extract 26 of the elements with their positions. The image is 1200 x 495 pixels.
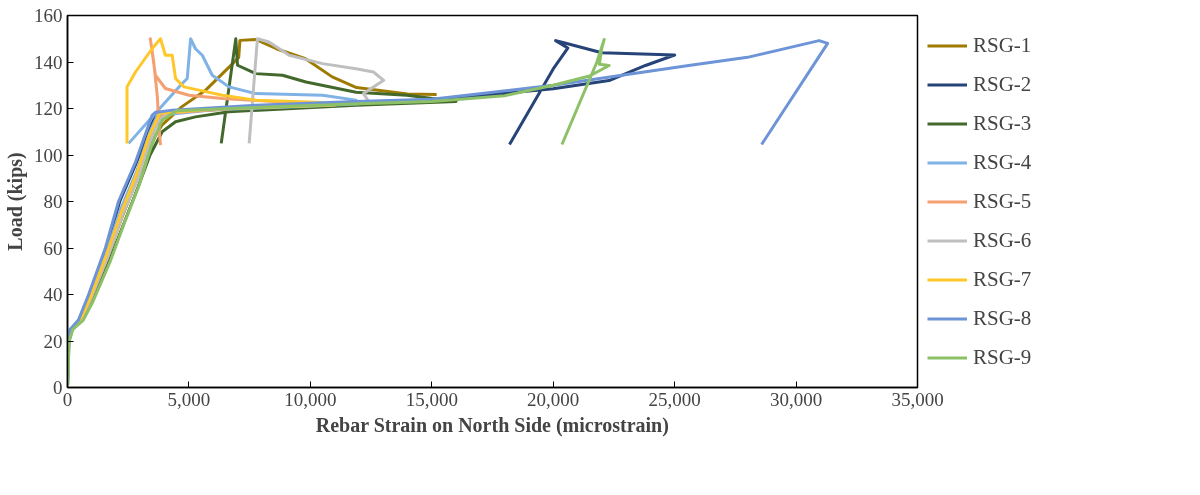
x-tick-label: 10,000 bbox=[284, 388, 337, 410]
y-tick-label: 60 bbox=[43, 237, 63, 259]
legend-label: RSG-9 bbox=[973, 344, 1032, 370]
x-axis-title: Rebar Strain on North Side (microstrain) bbox=[315, 413, 669, 437]
y-axis-title: Load (kips) bbox=[4, 152, 27, 251]
x-tick-label: 30,000 bbox=[769, 388, 823, 410]
y-tick-label: 160 bbox=[34, 5, 63, 26]
y-tick-label: 40 bbox=[43, 284, 63, 305]
legend-label: RSG-7 bbox=[973, 266, 1032, 292]
x-tick-label: 5,000 bbox=[167, 388, 211, 410]
y-tick-label: 140 bbox=[34, 51, 63, 73]
legend-label: RSG-8 bbox=[973, 305, 1032, 331]
legend-label: RSG-2 bbox=[973, 71, 1032, 97]
y-tick-label: 20 bbox=[43, 330, 63, 352]
x-tick-label: 20,000 bbox=[527, 388, 580, 410]
x-tick-label: 15,000 bbox=[405, 388, 458, 410]
x-tick-label: 25,000 bbox=[648, 388, 701, 410]
y-tick-label: 100 bbox=[34, 144, 63, 166]
legend-label: RSG-1 bbox=[973, 32, 1032, 58]
y-tick-label: 120 bbox=[34, 98, 63, 119]
x-tick-label: 35,000 bbox=[891, 388, 944, 410]
legend-label: RSG-6 bbox=[973, 227, 1032, 253]
legend-label: RSG-4 bbox=[973, 149, 1032, 175]
y-tick-label: 80 bbox=[43, 191, 63, 212]
legend-label: RSG-3 bbox=[973, 110, 1032, 136]
legend-label: RSG-5 bbox=[973, 188, 1032, 214]
